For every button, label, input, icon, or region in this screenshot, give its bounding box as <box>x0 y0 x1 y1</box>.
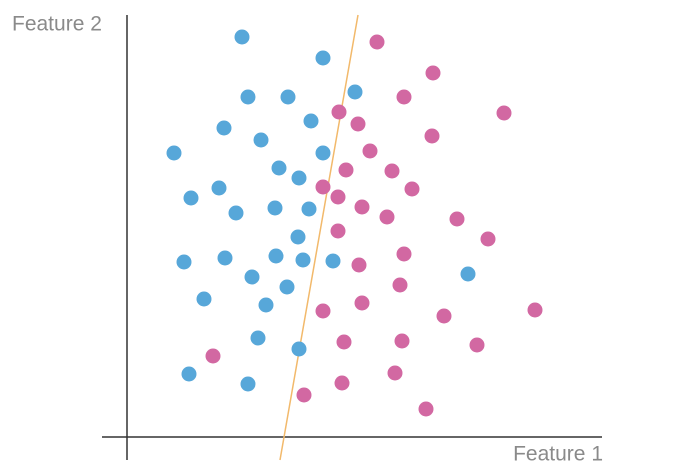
point <box>354 295 370 311</box>
point <box>315 50 331 66</box>
point <box>334 375 350 391</box>
point <box>216 120 232 136</box>
point <box>240 89 256 105</box>
point <box>425 65 441 81</box>
point <box>527 302 543 318</box>
decision-line <box>279 14 359 461</box>
point <box>396 246 412 262</box>
point <box>183 190 199 206</box>
point <box>394 333 410 349</box>
point <box>315 303 331 319</box>
point <box>268 248 284 264</box>
point <box>480 231 496 247</box>
point <box>271 160 287 176</box>
point <box>338 162 354 178</box>
point <box>350 116 366 132</box>
point <box>295 252 311 268</box>
point <box>387 365 403 381</box>
point <box>176 254 192 270</box>
point <box>205 348 221 364</box>
point <box>460 266 476 282</box>
point <box>330 189 346 205</box>
point <box>315 145 331 161</box>
point <box>436 308 452 324</box>
point <box>250 330 266 346</box>
point <box>369 34 385 50</box>
point <box>228 205 244 221</box>
point <box>181 366 197 382</box>
point <box>303 113 319 129</box>
point <box>296 387 312 403</box>
point <box>325 253 341 269</box>
point <box>315 179 331 195</box>
x-axis-label: Feature 1 <box>513 443 603 466</box>
point <box>449 211 465 227</box>
point <box>330 223 346 239</box>
point <box>240 376 256 392</box>
point <box>253 132 269 148</box>
point <box>379 209 395 225</box>
point <box>280 89 296 105</box>
point <box>291 341 307 357</box>
point <box>331 104 347 120</box>
point <box>291 170 307 186</box>
y-axis-label: Feature 2 <box>12 13 102 36</box>
point <box>392 277 408 293</box>
point <box>396 89 412 105</box>
point <box>234 29 250 45</box>
point <box>354 199 370 215</box>
point <box>267 200 283 216</box>
point <box>469 337 485 353</box>
point <box>347 84 363 100</box>
point <box>258 297 274 313</box>
point <box>424 128 440 144</box>
point <box>217 250 233 266</box>
point <box>362 143 378 159</box>
point <box>196 291 212 307</box>
point <box>384 163 400 179</box>
point <box>301 201 317 217</box>
point <box>351 257 367 273</box>
point <box>211 180 227 196</box>
point <box>166 145 182 161</box>
point <box>290 229 306 245</box>
point <box>279 279 295 295</box>
point <box>418 401 434 417</box>
point <box>244 269 260 285</box>
point <box>496 105 512 121</box>
point <box>404 181 420 197</box>
point <box>336 334 352 350</box>
